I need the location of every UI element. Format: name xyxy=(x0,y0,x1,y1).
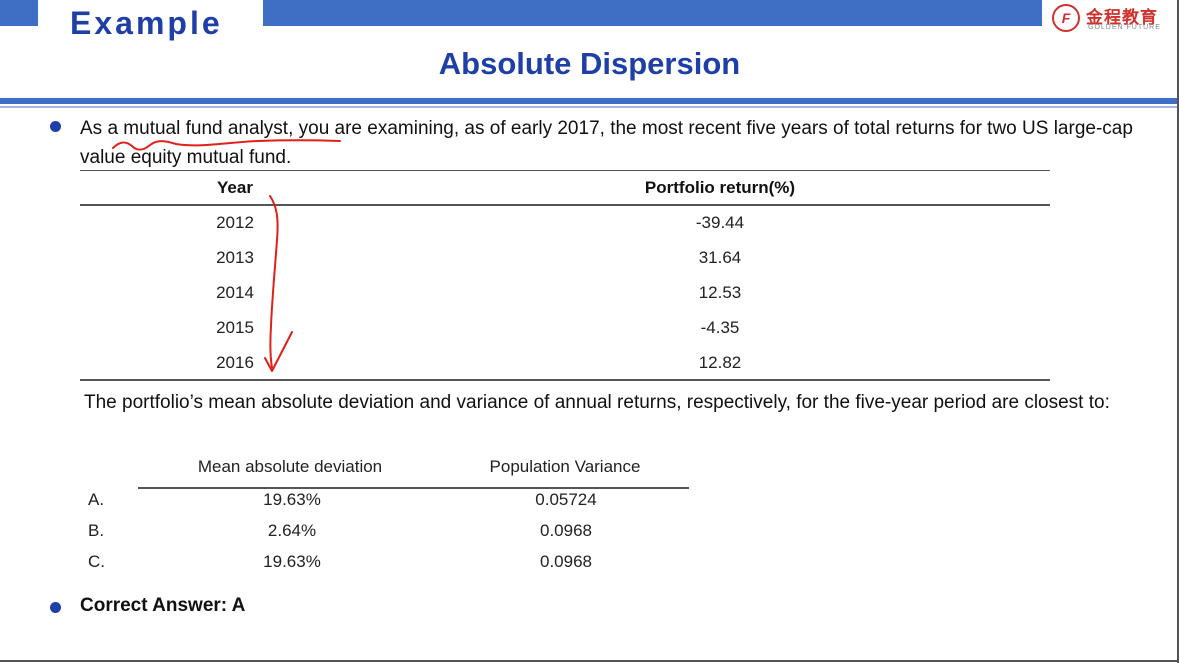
column-header-return: Portfolio return(%) xyxy=(644,178,796,197)
prompt-text: The portfolio’s mean absolute deviation … xyxy=(84,392,1110,413)
correct-answer: Correct Answer: A xyxy=(80,595,246,616)
option-mad-value: 19.63% xyxy=(263,552,321,571)
table-cell-year: 2016 xyxy=(216,353,254,372)
table-top-rule xyxy=(80,170,1050,171)
table-header-rule xyxy=(80,204,1050,206)
table-cell-year: 2015 xyxy=(216,318,254,337)
option-letter: C. xyxy=(88,552,105,571)
options-header-rule xyxy=(138,487,689,489)
option-variance-value: 0.0968 xyxy=(540,552,592,571)
frame-right-edge xyxy=(1177,0,1179,663)
option-mad-value: 2.64% xyxy=(267,521,317,540)
slide-title: Absolute Dispersion xyxy=(438,46,741,81)
table-cell-year: 2014 xyxy=(216,283,254,302)
table-cell-return: 12.53 xyxy=(698,283,742,302)
header-band-right xyxy=(263,0,1042,26)
bullet-icon xyxy=(50,121,61,132)
option-letter: A. xyxy=(88,490,105,509)
question-text: As a mutual fund analyst, you are examin… xyxy=(80,118,1133,168)
option-variance-value: 0.0968 xyxy=(540,521,592,540)
table-cell-year: 2012 xyxy=(216,213,254,232)
logo-english-text: GOLDEN FUTURE xyxy=(1088,24,1161,31)
table-cell-return: -4.35 xyxy=(700,318,740,337)
table-bottom-rule xyxy=(80,379,1050,381)
frame-bottom-edge xyxy=(0,660,1179,662)
table-cell-return: 12.82 xyxy=(698,353,742,372)
option-letter: B. xyxy=(88,521,105,540)
option-variance-value: 0.05724 xyxy=(535,490,597,509)
title-rule-thick xyxy=(0,98,1179,104)
logo-chinese-text: 金程教育 xyxy=(1086,8,1158,27)
table-cell-return: 31.64 xyxy=(698,248,742,267)
header-band-left xyxy=(0,0,38,26)
table-cell-return: -39.44 xyxy=(695,213,745,232)
option-mad-value: 19.63% xyxy=(263,490,321,509)
title-rule-thin xyxy=(0,106,1179,108)
table-cell-year: 2013 xyxy=(216,248,254,267)
bullet-icon xyxy=(50,602,61,613)
section-label: Example xyxy=(70,5,223,41)
logo-mark-icon: F xyxy=(1052,4,1080,32)
options-header-variance: Population Variance xyxy=(489,457,641,476)
column-header-year: Year xyxy=(217,178,253,197)
brand-logo: F 金程教育 GOLDEN FUTURE xyxy=(1052,4,1170,36)
options-header-mad: Mean absolute deviation xyxy=(197,457,383,476)
